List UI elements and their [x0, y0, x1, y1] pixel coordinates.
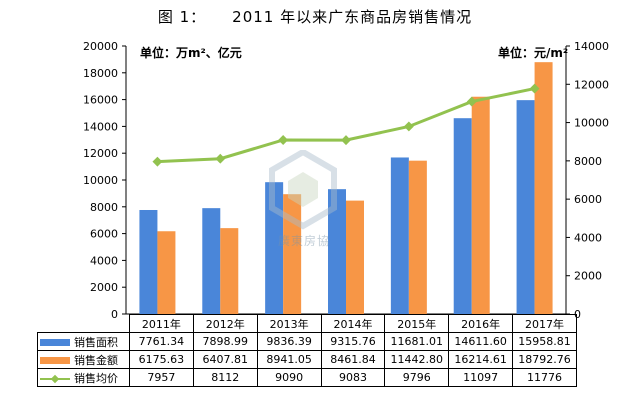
right-unit-label: 单位：元/m² [498, 46, 569, 60]
left-tick-label: 6000 [90, 228, 118, 241]
table-value-cell: 6407.81 [192, 350, 258, 369]
right-tick-label: 8000 [574, 155, 602, 168]
price-point [215, 153, 226, 164]
bar-sales-area [265, 182, 284, 314]
table-year-header: 2014年 [320, 314, 386, 333]
table-value-cell: 6175.63 [129, 350, 194, 369]
table-value-cell: 15958.81 [512, 332, 577, 351]
legend-name: 销售金额 [74, 353, 118, 367]
right-tick-label: 2000 [574, 270, 602, 283]
table-header-row: 2011年 2012年 2013年 2014年 2015年 2016年 2017年 [37, 314, 577, 333]
data-table: 2011年 2012年 2013年 2014年 2015年 2016年 2017年销售面积 7… [37, 314, 577, 387]
table-corner [37, 314, 130, 333]
price-point [341, 135, 351, 146]
bar-sales-area [453, 118, 472, 314]
table-value-cell: 8461.84 [320, 350, 386, 369]
table-value-cell: 18792.76 [512, 350, 577, 369]
watermark-logo: 廣東房協 [268, 148, 338, 250]
table-value-cell: 9796 [384, 368, 450, 387]
table-value-cell: 11681.01 [384, 332, 450, 351]
left-tick-label: 4000 [90, 254, 118, 267]
price-point [152, 156, 163, 167]
axes: 0 2000 4000 6000 8000 10000 12000 14000 16000 180… [83, 40, 609, 321]
bar-sales-area [139, 209, 158, 314]
left-tick-label: 12000 [83, 147, 118, 160]
left-tick-label: 8000 [90, 201, 118, 214]
legend-name: 销售均价 [74, 371, 118, 385]
bar-sales-amount [220, 228, 239, 314]
table-year-header: 2012年 [192, 314, 258, 333]
legend-key [40, 339, 70, 346]
table-value-cell: 9315.76 [320, 332, 386, 351]
left-unit-label: 单位：万m²、亿元 [140, 46, 242, 60]
price-point [278, 135, 289, 145]
bar-sales-amount [408, 160, 427, 314]
table-value-cell: 9083 [320, 368, 386, 387]
table-value-cell: 7898.99 [192, 332, 258, 351]
bar-sales-area [202, 208, 221, 314]
bar-sales-amount [471, 96, 490, 314]
price-point [403, 121, 414, 132]
left-tick-label: 14000 [83, 120, 118, 133]
bar-sales-amount [157, 231, 176, 314]
legend-key [40, 357, 70, 364]
right-tick-label: 0 [574, 308, 581, 321]
left-tick-label: 18000 [83, 67, 118, 80]
left-tick-label: 2000 [90, 281, 118, 294]
table-row: 销售金额 6175.63 6407.81 8941.05 8461.84 11442.80… [37, 350, 577, 369]
title-text: 2011 年以来广东商品房销售情况 [232, 8, 473, 26]
bar-sales-area [516, 100, 535, 314]
table-value-cell: 9090 [256, 368, 322, 387]
chart-title: 图 1： 2011 年以来广东商品房销售情况 [0, 6, 630, 27]
watermark-text: 廣東房協 [277, 234, 330, 248]
table-value-cell: 7957 [129, 368, 194, 387]
bar-sales-area [328, 189, 346, 314]
table-value-cell: 16214.61 [448, 350, 514, 369]
table-value-cell: 11776 [512, 368, 577, 387]
left-tick-label: 20000 [83, 40, 118, 53]
bar-sales-amount [346, 200, 364, 314]
right-tick-label: 14000 [574, 40, 609, 53]
figure-label: 图 1： [157, 8, 207, 26]
table-row: 销售均价 7957 8112 9090 9083 9796 11097 11776 [37, 368, 577, 387]
price-line [152, 83, 540, 167]
table-series-label: 销售金额 [37, 350, 130, 369]
table-series-label: 销售面积 [37, 332, 130, 351]
table-year-header: 2017年 [512, 314, 577, 333]
left-tick-label: 16000 [83, 94, 118, 107]
legend-key [40, 374, 70, 383]
table-value-cell: 14611.60 [448, 332, 514, 351]
table-row: 销售面积 7761.34 7898.99 9836.39 9315.76 11681.01… [37, 332, 577, 351]
table-value-cell: 8941.05 [256, 350, 322, 369]
table-year-header: 2015年 [384, 314, 450, 333]
bar-sales-amount [534, 62, 553, 314]
left-tick-label: 10000 [83, 174, 118, 187]
watermark-icon [269, 148, 337, 230]
table-value-cell: 9836.39 [256, 332, 322, 351]
right-tick-label: 4000 [574, 231, 602, 244]
table-year-header: 2011年 [129, 314, 194, 333]
table-value-cell: 11097 [448, 368, 514, 387]
right-tick-label: 6000 [574, 193, 602, 206]
bar-sales-amount [283, 194, 302, 314]
bar-sales-area [390, 157, 409, 314]
bars [139, 62, 553, 314]
table-value-cell: 8112 [192, 368, 258, 387]
table-value-cell: 7761.34 [129, 332, 194, 351]
legend-name: 销售面积 [74, 335, 118, 349]
price-point [529, 83, 540, 94]
right-tick-label: 10000 [574, 117, 609, 130]
table-series-label: 销售均价 [37, 368, 130, 387]
right-tick-label: 12000 [574, 78, 609, 91]
table-year-header: 2013年 [256, 314, 322, 333]
table-value-cell: 11442.80 [384, 350, 450, 369]
table-year-header: 2016年 [448, 314, 514, 333]
